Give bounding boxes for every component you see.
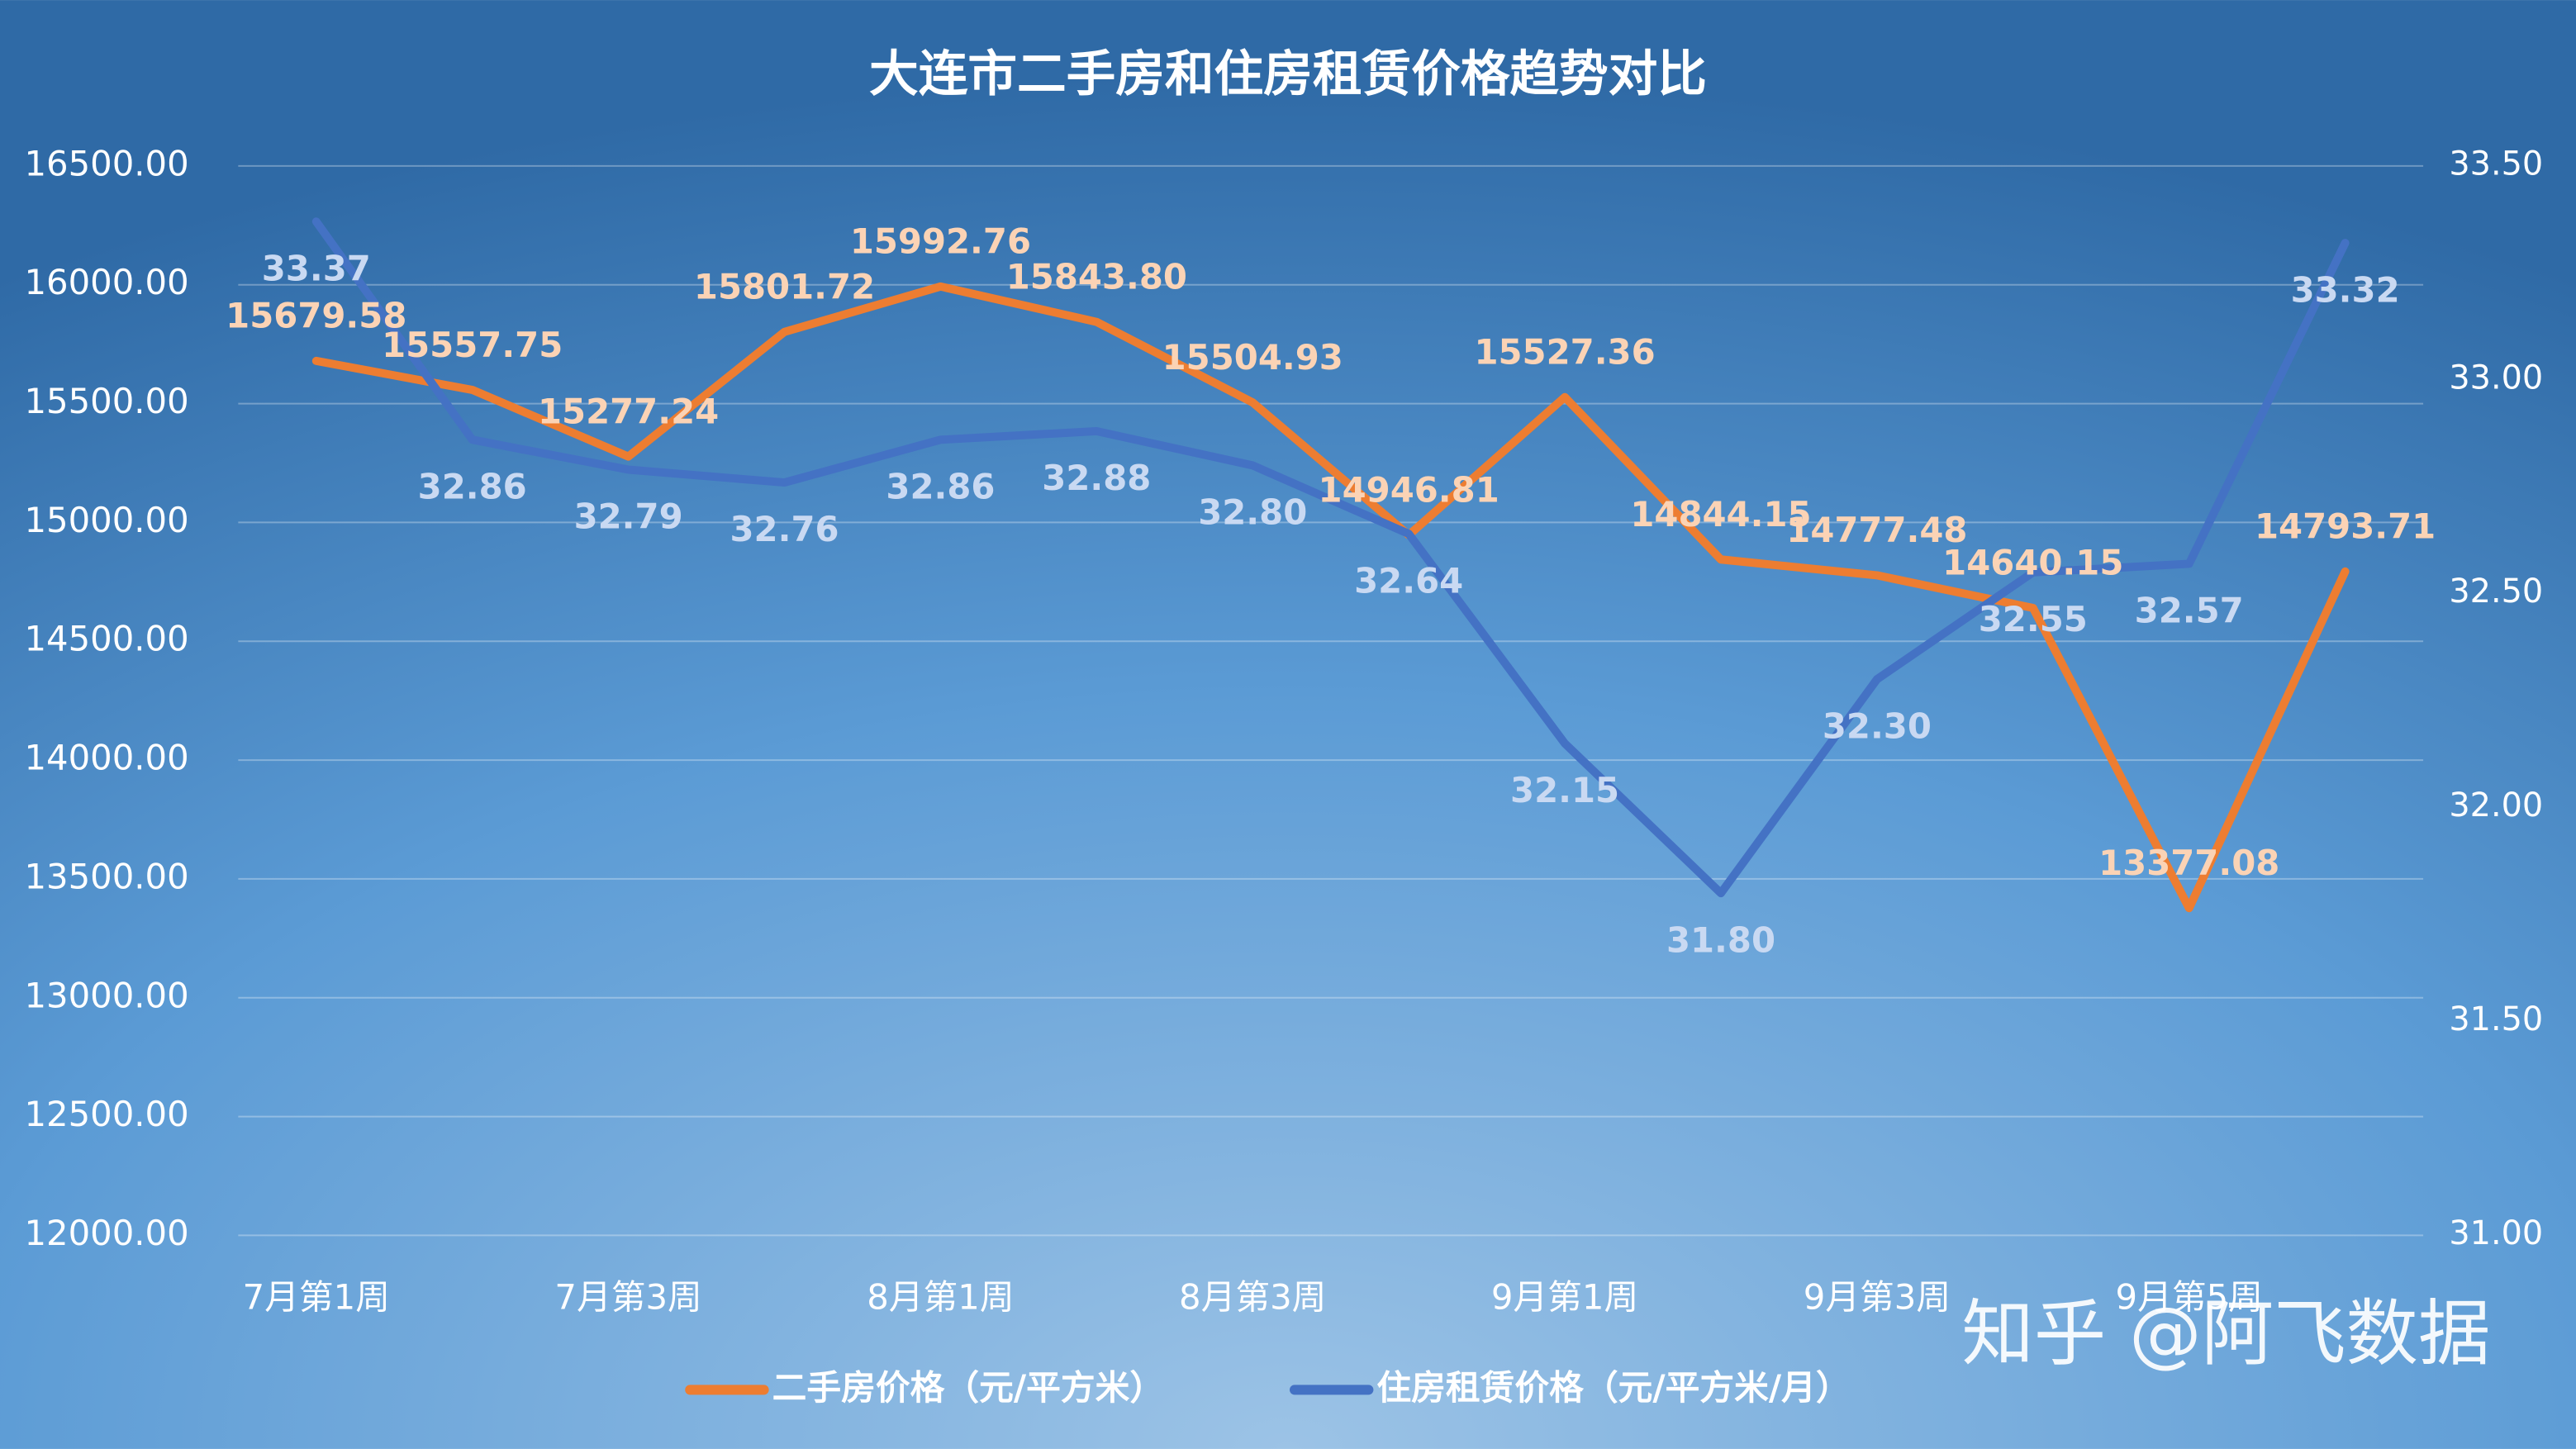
y-tick-label: 14500.00: [24, 619, 188, 659]
data-label: 33.32: [2291, 269, 2400, 310]
y-tick-label: 14000.00: [24, 738, 188, 778]
y2-tick-label: 31.50: [2449, 1000, 2543, 1038]
y2-tick-label: 33.50: [2449, 145, 2543, 183]
y-tick-label: 15000.00: [24, 500, 188, 540]
data-label: 32.57: [2135, 591, 2244, 631]
data-label: 13377.08: [2098, 843, 2279, 883]
data-label: 32.88: [1042, 458, 1151, 498]
data-label: 31.80: [1666, 919, 1775, 960]
data-label: 15679.58: [226, 296, 406, 336]
legend-label: 二手房价格（元/平方米）: [772, 1367, 1165, 1408]
y-tick-label: 12000.00: [24, 1213, 188, 1253]
data-label: 32.80: [1198, 492, 1307, 533]
x-tick-label: 7月第3周: [554, 1276, 701, 1317]
data-label: 15277.24: [538, 391, 719, 431]
x-tick-label: 9月第1周: [1491, 1276, 1638, 1317]
series-line: [311, 282, 2350, 913]
data-label: 32.86: [418, 466, 527, 506]
y2-tick-label: 32.50: [2449, 572, 2543, 610]
chart-title: 大连市二手房和住房租赁价格趋势对比: [869, 46, 1707, 103]
x-tick-label: 8月第1周: [867, 1276, 1014, 1317]
y-tick-label: 16000.00: [24, 262, 188, 302]
x-tick-label: 8月第3周: [1179, 1276, 1326, 1317]
data-label: 15801.72: [694, 267, 875, 307]
data-label: 32.79: [574, 496, 683, 537]
data-label: 15527.36: [1474, 332, 1655, 373]
data-label: 15992.76: [850, 221, 1031, 262]
data-label: 32.86: [886, 466, 995, 506]
y2-tick-label: 32.00: [2449, 786, 2543, 824]
y2-tick-label: 33.00: [2449, 359, 2543, 397]
watermark: 知乎 @阿飞数据: [1961, 1292, 2490, 1376]
data-label: 14793.71: [2255, 506, 2436, 547]
y-tick-label: 13500.00: [24, 856, 188, 896]
data-label: 15557.75: [382, 325, 563, 365]
y-tick-label: 16500.00: [24, 143, 188, 183]
data-label: 32.30: [1823, 705, 1932, 746]
series-line: [311, 217, 2350, 898]
data-label: 32.76: [730, 509, 839, 549]
legend-label: 住房租赁价格（元/平方米/月）: [1376, 1367, 1850, 1408]
data-label: 14946.81: [1319, 470, 1499, 511]
x-tick-label: 9月第5周: [2116, 1276, 2263, 1317]
y2-tick-label: 31.00: [2449, 1214, 2543, 1252]
y-tick-label: 13000.00: [24, 975, 188, 1015]
data-label: 15843.80: [1006, 256, 1187, 297]
x-tick-label: 7月第1周: [243, 1276, 390, 1317]
data-label: 15504.93: [1162, 337, 1343, 378]
data-label: 33.37: [262, 248, 371, 288]
data-label: 32.55: [1979, 599, 2088, 639]
data-label: 32.64: [1354, 560, 1463, 601]
y-tick-label: 12500.00: [24, 1094, 188, 1134]
x-tick-label: 9月第3周: [1804, 1276, 1951, 1317]
data-label: 14640.15: [1942, 543, 2123, 583]
data-label: 14844.15: [1630, 494, 1811, 534]
y-tick-label: 15500.00: [24, 381, 188, 421]
data-label: 14777.48: [1786, 510, 1967, 550]
data-label: 32.15: [1510, 770, 1619, 810]
